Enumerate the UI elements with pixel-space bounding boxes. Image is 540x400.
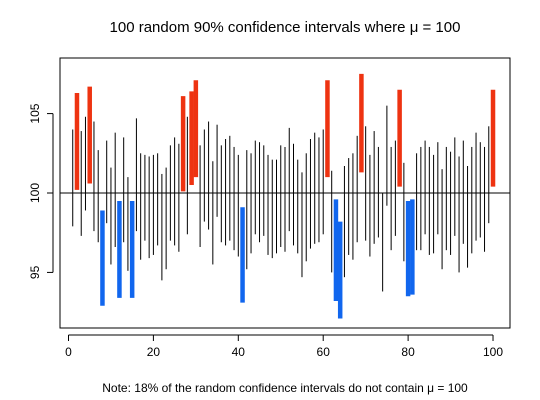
y-tick-label: 105 xyxy=(28,103,42,123)
x-tick-label: 0 xyxy=(65,345,72,359)
footnote: Note: 18% of the random confidence inter… xyxy=(102,381,468,395)
x-tick-label: 20 xyxy=(147,345,161,359)
x-axis: 0 20 40 60 80 100 xyxy=(65,335,503,359)
y-tick-label: 95 xyxy=(28,265,42,279)
x-tick-label: 100 xyxy=(483,345,503,359)
y-tick-label: 100 xyxy=(28,183,42,203)
x-tick-label: 40 xyxy=(232,345,246,359)
y-axis: 95 100 105 xyxy=(28,103,53,279)
chart-title: 100 random 90% confidence intervals wher… xyxy=(110,19,461,36)
x-tick-label: 60 xyxy=(317,345,331,359)
plot-area xyxy=(60,74,510,319)
x-tick-label: 80 xyxy=(401,345,415,359)
